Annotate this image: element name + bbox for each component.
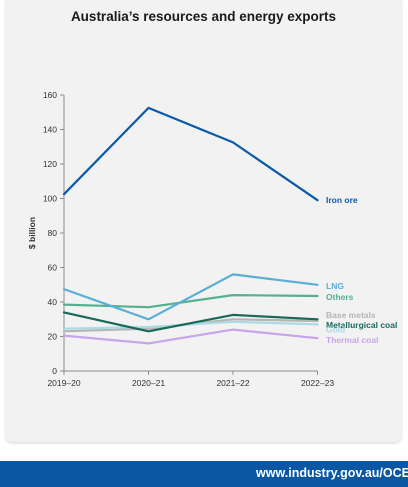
series-lines (62, 106, 319, 345)
series-label-base-metals: Base metals (326, 310, 376, 320)
x-tick-label: 2022–23 (301, 378, 334, 388)
y-tick-label: 160 (43, 90, 57, 100)
series-label-others: Others (326, 292, 354, 302)
series-label-metallurgical-coal: Metallurgical coal (326, 320, 397, 330)
chart-card (6, 0, 401, 442)
series-line-iron-ore (62, 106, 319, 202)
y-tick-label: 60 (48, 263, 58, 273)
series-line-others (62, 294, 319, 309)
series-label-lng: LNG (326, 281, 344, 291)
y-tick-label: 140 (43, 125, 57, 135)
y-tick-label: 0 (52, 366, 57, 376)
footer-bar: www.industry.gov.au/OCE (0, 461, 408, 487)
series-line-lng (62, 273, 319, 321)
y-tick-label: 80 (48, 228, 58, 238)
series-label-gold: Gold (326, 324, 345, 334)
y-tick-label: 120 (43, 159, 57, 169)
x-tick-label: 2021–22 (216, 378, 249, 388)
x-tick-label: 2019–20 (47, 378, 80, 388)
y-axis-label: $ billion (27, 217, 37, 249)
series-line-metallurgical-coal (62, 311, 319, 333)
series-label-thermal-coal: Thermal coal (326, 335, 378, 345)
y-tick-label: 100 (43, 194, 57, 204)
series-line-thermal-coal (62, 328, 319, 345)
series-label-iron-ore: Iron ore (326, 195, 358, 205)
series-line-gold (62, 320, 319, 330)
y-tick-label: 40 (48, 297, 58, 307)
footer-url[interactable]: www.industry.gov.au/OCE (256, 466, 408, 480)
chart-title: Australia’s resources and energy exports (70, 9, 337, 24)
y-tick-label: 20 (48, 332, 58, 342)
axes: 0 20 40 60 80 100 120 140 160 2019–20 2020–21 2021–… (27, 90, 334, 388)
line-chart: 0 20 40 60 80 100 120 140 160 2019–20 2020–21 2021–… (27, 90, 397, 388)
x-tick-label: 2020–21 (132, 378, 165, 388)
